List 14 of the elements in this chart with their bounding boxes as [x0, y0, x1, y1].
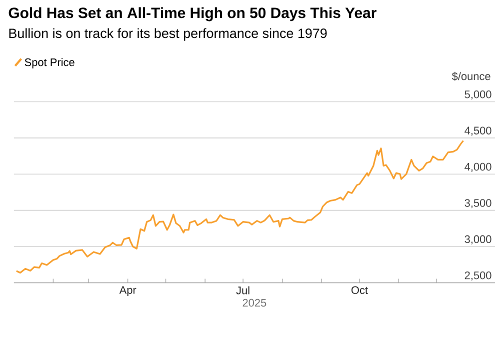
chart-subtitle: Bullion is on track for its best performance since 1979 [9, 28, 327, 41]
y-tick-label: 3,000 [464, 235, 492, 244]
chart-title: Gold Has Set an All-Time High on 50 Days This Year [8, 7, 376, 22]
x-axis-title: 2025 [242, 298, 266, 307]
x-tick-label: Apr [119, 286, 136, 296]
x-tick-label: Jul [236, 286, 250, 294]
y-tick-label: 2,500 [464, 272, 492, 281]
y-axis-title: $/ounce [452, 72, 490, 81]
y-tick-label: 5,000 [464, 90, 492, 100]
y-tick-label: 4,500 [464, 126, 492, 136]
x-tick-label: Oct [351, 286, 368, 294]
y-tick-label: 3,500 [464, 199, 492, 208]
y-tick-label: 4,000 [464, 162, 492, 172]
legend-label: Spot Price [24, 58, 74, 68]
